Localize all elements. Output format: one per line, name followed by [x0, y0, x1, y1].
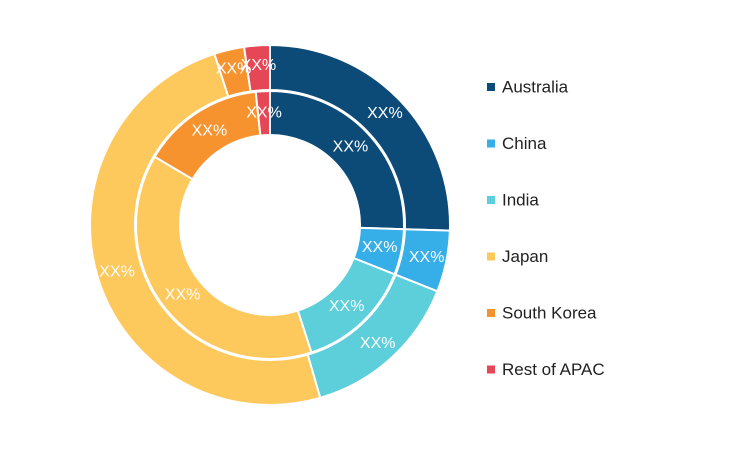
inner-slice-rest-of-apac: [254, 89, 271, 137]
legend-item-india: India: [487, 191, 539, 210]
legend-label-india: India: [502, 191, 539, 210]
outer-label-australia: XX%: [367, 105, 403, 122]
legend: Australia China India Japan South Korea Rest …: [487, 78, 605, 379]
legend-swatch-china: [487, 139, 495, 148]
inner-label-china: XX%: [362, 239, 398, 256]
outer-label-south-korea: XX%: [216, 61, 252, 78]
legend-item-rest-of-apac: Rest of APAC: [487, 360, 605, 379]
inner-label-south-korea: XX%: [192, 122, 228, 139]
inner-label-australia: XX%: [333, 139, 369, 156]
legend-swatch-australia: [487, 83, 495, 91]
legend-item-china: China: [487, 134, 547, 153]
legend-label-rest-of-apac: Rest of APAC: [502, 360, 605, 379]
donut-rings: [89, 43, 451, 406]
inner-label-india: XX%: [329, 298, 365, 315]
legend-swatch-rest-of-apac: [487, 365, 495, 374]
legend-swatch-south-korea: [487, 309, 495, 317]
legend-item-australia: Australia: [487, 78, 569, 97]
legend-label-south-korea: South Korea: [502, 304, 597, 323]
slice-labels: XX%XX%XX%XX%XX%XX%XX%XX%XX%XX%XX%XX%: [99, 57, 444, 352]
outer-label-india: XX%: [360, 335, 396, 352]
legend-item-south-korea: South Korea: [487, 304, 597, 323]
inner-label-japan: XX%: [165, 287, 201, 304]
outer-label-china: XX%: [409, 249, 445, 266]
legend-label-australia: Australia: [502, 78, 569, 97]
outer-label-japan: XX%: [99, 264, 135, 281]
outer-label-rest-of-apac: XX%: [241, 57, 277, 74]
legend-item-japan: Japan: [487, 247, 548, 266]
inner-slice-japan: [135, 155, 313, 360]
legend-swatch-japan: [487, 252, 495, 261]
legend-swatch-india: [487, 196, 495, 204]
legend-label-china: China: [502, 134, 547, 153]
inner-label-rest-of-apac: XX%: [246, 105, 282, 122]
legend-label-japan: Japan: [502, 247, 548, 266]
